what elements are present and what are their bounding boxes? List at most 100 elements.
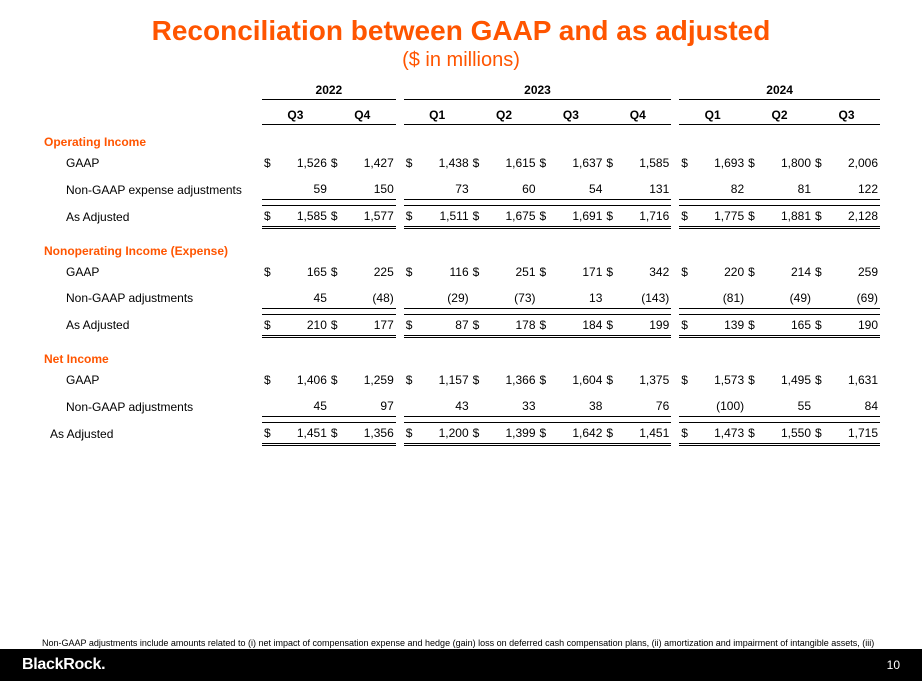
quarter-header: Q2 <box>746 105 813 125</box>
data-cell: $171 <box>538 262 605 282</box>
data-cell: $1,716 <box>604 206 671 228</box>
data-cell: 60 <box>471 179 538 200</box>
data-cell: 81 <box>746 179 813 200</box>
data-cell: $1,881 <box>746 206 813 228</box>
data-cell: $220 <box>679 262 746 282</box>
data-cell: $1,526 <box>262 153 329 173</box>
year-header: 2022 <box>262 80 396 100</box>
row-label: Non-GAAP adjustments <box>42 396 262 417</box>
data-cell: 43 <box>404 396 471 417</box>
data-cell: (73) <box>471 288 538 309</box>
data-cell: (48) <box>329 288 396 309</box>
data-cell: $139 <box>679 314 746 336</box>
row-label: GAAP <box>42 370 262 390</box>
data-cell: $87 <box>404 314 471 336</box>
data-cell: $178 <box>471 314 538 336</box>
data-cell: 38 <box>538 396 605 417</box>
data-cell: $1,631 <box>813 370 880 390</box>
quarter-header: Q1 <box>404 105 471 125</box>
row-label: Non-GAAP expense adjustments <box>42 179 262 200</box>
row-label: GAAP <box>42 153 262 173</box>
data-cell: $1,691 <box>538 206 605 228</box>
data-cell: 13 <box>538 288 605 309</box>
data-cell: 76 <box>604 396 671 417</box>
data-cell: $1,200 <box>404 423 471 445</box>
data-cell: $2,128 <box>813 206 880 228</box>
data-cell: $177 <box>329 314 396 336</box>
data-cell: $259 <box>813 262 880 282</box>
data-cell: (49) <box>746 288 813 309</box>
data-cell: 54 <box>538 179 605 200</box>
data-cell: $2,006 <box>813 153 880 173</box>
data-cell: 33 <box>471 396 538 417</box>
data-cell: $1,366 <box>471 370 538 390</box>
reconciliation-table: 202220232024Q3Q4Q1Q2Q3Q4Q1Q2Q3 Operating… <box>42 80 880 451</box>
data-cell: $1,438 <box>404 153 471 173</box>
data-cell: $1,675 <box>471 206 538 228</box>
data-cell: $1,473 <box>679 423 746 445</box>
page-number: 10 <box>887 658 900 672</box>
data-cell: (69) <box>813 288 880 309</box>
brand-logo: BlackRock. <box>22 656 105 674</box>
data-cell: $1,800 <box>746 153 813 173</box>
data-cell: $1,495 <box>746 370 813 390</box>
data-cell: 45 <box>262 396 329 417</box>
data-cell: $1,615 <box>471 153 538 173</box>
data-cell: $1,715 <box>813 423 880 445</box>
data-cell: $1,406 <box>262 370 329 390</box>
section-header: Net Income <box>42 342 880 370</box>
data-cell: $342 <box>604 262 671 282</box>
data-cell: $1,451 <box>262 423 329 445</box>
section-header: Nonoperating Income (Expense) <box>42 234 880 262</box>
data-cell: $116 <box>404 262 471 282</box>
data-cell: $1,375 <box>604 370 671 390</box>
slide-footer: BlackRock. 10 <box>0 649 922 681</box>
data-cell: 45 <box>262 288 329 309</box>
data-cell: $1,550 <box>746 423 813 445</box>
data-cell: $1,637 <box>538 153 605 173</box>
data-cell: $165 <box>746 314 813 336</box>
data-cell: (81) <box>679 288 746 309</box>
data-cell: $1,259 <box>329 370 396 390</box>
page-subtitle: ($ in millions) <box>0 49 922 72</box>
quarter-header: Q3 <box>262 105 329 125</box>
data-cell: $1,585 <box>604 153 671 173</box>
data-cell: $184 <box>538 314 605 336</box>
quarter-header: Q4 <box>604 105 671 125</box>
data-cell: 97 <box>329 396 396 417</box>
data-cell: 59 <box>262 179 329 200</box>
data-cell: $1,604 <box>538 370 605 390</box>
page-title: Reconciliation between GAAP and as adjus… <box>0 16 922 47</box>
data-cell: $165 <box>262 262 329 282</box>
row-label: As Adjusted <box>42 314 262 336</box>
data-cell: $214 <box>746 262 813 282</box>
data-cell: $1,775 <box>679 206 746 228</box>
data-cell: 55 <box>746 396 813 417</box>
data-cell: $1,577 <box>329 206 396 228</box>
data-cell: 73 <box>404 179 471 200</box>
data-cell: 82 <box>679 179 746 200</box>
data-cell: $1,399 <box>471 423 538 445</box>
data-cell: $1,573 <box>679 370 746 390</box>
data-cell: $190 <box>813 314 880 336</box>
data-cell: 131 <box>604 179 671 200</box>
row-label: As Adjusted <box>42 423 262 445</box>
data-cell: $251 <box>471 262 538 282</box>
data-cell: $1,642 <box>538 423 605 445</box>
quarter-header: Q2 <box>471 105 538 125</box>
quarter-header: Q3 <box>538 105 605 125</box>
data-cell: $225 <box>329 262 396 282</box>
data-cell: $210 <box>262 314 329 336</box>
data-cell: 84 <box>813 396 880 417</box>
quarter-header: Q1 <box>679 105 746 125</box>
section-header: Operating Income <box>42 125 880 154</box>
data-cell: (100) <box>679 396 746 417</box>
data-cell: (29) <box>404 288 471 309</box>
data-cell: $1,427 <box>329 153 396 173</box>
data-cell: $1,157 <box>404 370 471 390</box>
data-cell: $199 <box>604 314 671 336</box>
data-cell: (143) <box>604 288 671 309</box>
year-header: 2024 <box>679 80 880 100</box>
row-label: Non-GAAP adjustments <box>42 288 262 309</box>
data-cell: 122 <box>813 179 880 200</box>
